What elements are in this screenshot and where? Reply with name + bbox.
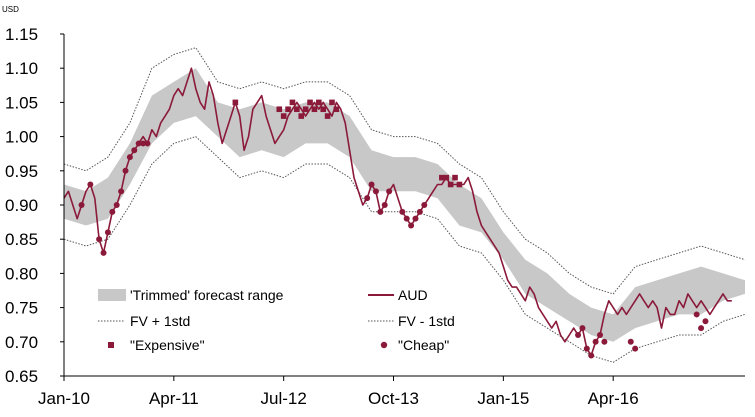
cheap-marker [113,202,120,208]
legend-label-range: 'Trimmed' forecast range [130,287,284,303]
cheap-marker [96,236,103,243]
cheap-marker [100,249,107,256]
cheap-markers [78,140,709,359]
legend-swatch-expensive [108,342,114,348]
y-unit-label: USD [2,5,19,14]
legend-swatch-cheap [380,341,388,349]
x-tick-label: Apr-16 [588,389,639,408]
cheap-marker [87,181,94,188]
expensive-marker [324,113,331,119]
cheap-marker [364,195,371,202]
cheap-marker [575,331,582,338]
cheap-marker [135,140,142,147]
cheap-marker [403,215,410,222]
forecast-range-band [64,68,745,342]
expensive-marker [311,106,318,113]
y-tick-label: 1.05 [5,93,38,112]
cheap-marker [702,318,709,325]
cheap-marker [597,331,604,338]
x-tick-label: Jan-10 [38,389,90,408]
expensive-marker [289,99,296,106]
cheap-marker [408,222,415,229]
expensive-marker [280,113,287,119]
cheap-marker [421,202,428,208]
expensive-marker [320,106,327,113]
cheap-marker [632,345,639,352]
legend-label-expensive: "Expensive" [130,337,205,353]
x-tick-label: Apr-11 [149,389,199,408]
expensive-marker [443,174,450,181]
cheap-marker [693,311,700,318]
y-tick-label: 0.95 [5,162,38,181]
cheap-marker [627,338,634,345]
cheap-marker [601,338,608,345]
x-tick-label: Jul-12 [261,389,307,408]
expensive-marker [447,181,454,188]
expensive-marker [316,99,322,106]
fv-plus-1std-series [63,47,746,295]
y-tick-label: 1.10 [5,59,38,78]
chart-legend: 'Trimmed' forecast range AUD FV + 1std F… [98,287,455,353]
x-axis-ticks: Jan-10 Apr-11 Jul-12 Oct-13 Jan-15 Apr-16 [38,376,639,408]
expensive-marker [333,106,340,113]
cheap-marker [583,345,590,352]
cheap-marker [416,208,423,215]
aud-series [63,67,732,357]
cheap-marker [372,188,379,195]
expensive-marker [294,106,300,113]
legend-label-aud: AUD [398,287,428,303]
expensive-marker [276,106,283,113]
fv-minus-1std-series [63,136,746,363]
aud-line [63,67,732,357]
fv-minus-line [63,136,746,363]
cheap-marker [122,167,129,174]
legend-label-cheap: "Cheap" [398,337,449,353]
expensive-marker [302,106,309,113]
cheap-marker [381,202,388,208]
cheap-marker [140,140,147,147]
cheap-marker [126,154,133,161]
y-tick-label: 0.90 [5,196,38,215]
cheap-marker [592,338,599,345]
cheap-marker [118,188,125,195]
legend-label-fv-plus: FV + 1std [130,313,190,329]
y-tick-label: 1.15 [5,25,38,44]
expensive-marker [298,113,305,119]
expensive-marker [307,99,313,106]
fv-plus-line [63,47,746,295]
cheap-marker [386,188,393,195]
cheap-marker [588,352,595,359]
cheap-marker [377,208,384,215]
y-tick-label: 0.65 [5,367,38,386]
cheap-marker [131,147,138,154]
cheap-marker [109,208,116,215]
x-tick-label: Jan-15 [477,389,529,408]
legend-swatch-range [98,289,126,301]
x-tick-label: Oct-13 [368,389,419,408]
y-tick-label: 1.00 [5,128,38,147]
cheap-marker [412,215,419,222]
y-tick-label: 0.85 [5,230,38,249]
cheap-marker [144,140,151,147]
expensive-markers [232,99,463,188]
cheap-marker [579,325,586,332]
cheap-marker [698,325,705,332]
trimmed-forecast-range-series [64,68,745,342]
y-tick-label: 0.75 [5,299,38,318]
legend-label-fv-minus: FV - 1std [398,313,455,329]
y-tick-label: 0.70 [5,333,38,352]
expensive-marker [329,99,335,106]
expensive-marker [456,181,463,188]
expensive-marker [452,174,458,181]
cheap-marker [78,202,85,208]
y-tick-label: 0.80 [5,264,38,283]
y-axis-ticks: 0.65 0.70 0.75 0.80 0.85 0.90 0.95 1.00 1.05 1.10… [5,25,64,386]
cheap-marker [399,208,406,215]
expensive-marker [439,174,445,181]
expensive-marker [285,106,291,113]
expensive-marker [232,99,239,106]
cheap-marker [368,181,375,188]
cheap-marker [104,229,111,236]
